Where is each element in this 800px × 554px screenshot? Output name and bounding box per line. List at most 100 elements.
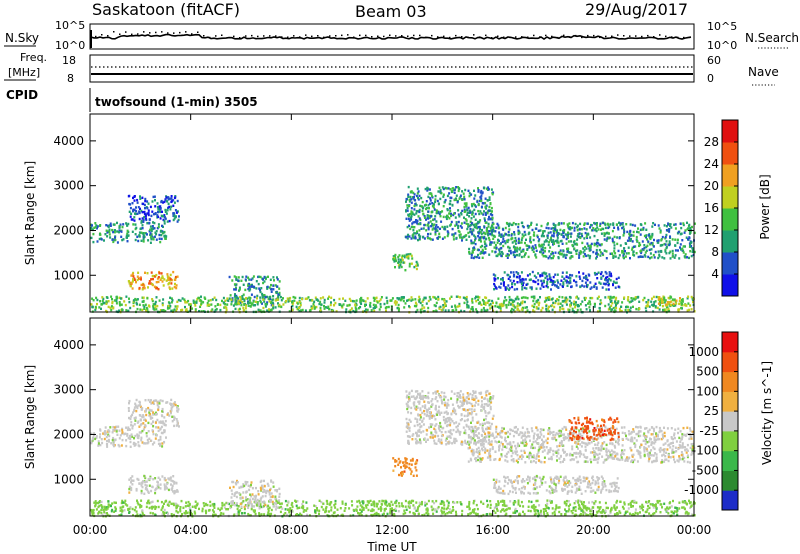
- heatmap-cell: [119, 509, 122, 512]
- heatmap-cell: [141, 407, 144, 410]
- heatmap-cell: [258, 287, 261, 290]
- heatmap-cell: [601, 286, 604, 289]
- heatmap-cell: [247, 304, 250, 307]
- heatmap-cell: [551, 283, 554, 286]
- heatmap-cell: [516, 296, 519, 299]
- heatmap-cell: [180, 309, 183, 312]
- heatmap-cell: [604, 232, 607, 236]
- heatmap-cell: [513, 247, 516, 250]
- heatmap-cell: [414, 298, 417, 301]
- heatmap-cell: [625, 242, 628, 245]
- heatmap-cell: [470, 203, 473, 206]
- heatmap-cell: [614, 286, 617, 289]
- heatmap-cell: [152, 425, 155, 428]
- heatmap-cell: [154, 300, 157, 304]
- heatmap-cell: [128, 300, 131, 304]
- heatmap-cell: [676, 241, 679, 245]
- heatmap-cell: [169, 305, 172, 308]
- search-noise-point: [137, 33, 139, 35]
- heatmap-cell: [360, 296, 363, 300]
- heatmap-cell: [461, 513, 463, 516]
- heatmap-cell: [532, 247, 535, 250]
- heatmap-cell: [687, 512, 690, 515]
- heatmap-cell: [578, 275, 581, 278]
- heatmap-cell: [387, 305, 390, 309]
- heatmap-cell: [500, 246, 503, 250]
- heatmap-cell: [596, 222, 598, 225]
- heatmap-cell: [610, 296, 613, 299]
- heatmap-cell: [656, 241, 659, 244]
- heatmap-cell: [614, 301, 617, 305]
- heatmap-cell: [444, 512, 447, 516]
- heatmap-cell: [578, 254, 581, 257]
- heatmap-cell: [546, 286, 549, 289]
- heatmap-cell: [540, 513, 543, 516]
- heatmap-cell: [440, 308, 443, 312]
- heatmap-cell: [146, 233, 148, 236]
- heatmap-cell: [233, 513, 236, 516]
- heatmap-cell: [645, 249, 648, 252]
- heatmap-cell: [159, 420, 162, 423]
- heatmap-cell: [622, 225, 625, 228]
- heatmap-cell: [235, 278, 238, 281]
- heatmap-cell: [605, 282, 608, 285]
- heatmap-cell: [627, 252, 630, 255]
- heatmap-cell: [443, 305, 446, 309]
- heatmap-cell: [454, 232, 457, 235]
- heatmap-cell: [449, 199, 452, 203]
- heatmap-cell: [524, 252, 527, 255]
- heatmap-cell: [148, 437, 151, 440]
- heatmap-cell: [609, 511, 612, 515]
- heatmap-cell: [169, 287, 171, 291]
- heatmap-cell: [612, 256, 615, 259]
- search-noise-point: [539, 36, 541, 38]
- heatmap-cell: [417, 222, 420, 226]
- heatmap-cell: [90, 303, 93, 306]
- heatmap-cell: [356, 505, 359, 508]
- heatmap-cell: [322, 502, 325, 505]
- heatmap-cell: [665, 229, 668, 232]
- heatmap-cell: [435, 309, 438, 312]
- heatmap-cell: [155, 238, 158, 241]
- heatmap-cell: [606, 280, 609, 284]
- heatmap-cell: [623, 230, 626, 233]
- heatmap-cell: [101, 513, 104, 516]
- heatmap-cell: [558, 250, 561, 254]
- heatmap-cell: [422, 310, 425, 313]
- heatmap-cell: [161, 513, 164, 516]
- heatmap-cell: [664, 243, 667, 246]
- heatmap-cell: [378, 300, 381, 303]
- heatmap-cell: [99, 443, 102, 447]
- heatmap-cell: [669, 301, 672, 304]
- noise-left-label: N.Sky: [5, 31, 39, 45]
- heatmap-cell: [414, 220, 416, 224]
- heatmap-cell: [629, 233, 632, 236]
- heatmap-cell: [122, 223, 125, 226]
- search-noise-point: [683, 36, 685, 39]
- heatmap-cell: [423, 513, 426, 516]
- heatmap-cell: [280, 505, 283, 509]
- heatmap-cell: [443, 507, 446, 510]
- heatmap-cell: [132, 275, 135, 278]
- heatmap-cell: [444, 309, 447, 312]
- heatmap-cell: [115, 501, 117, 504]
- heatmap-cell: [428, 202, 431, 205]
- heatmap-cell: [610, 508, 613, 511]
- heatmap-cell: [498, 305, 501, 308]
- heatmap-cell: [442, 193, 445, 196]
- heatmap-cell: [442, 501, 445, 504]
- heatmap-cell: [519, 246, 522, 250]
- heatmap-cell: [167, 488, 170, 492]
- heatmap-cell: [452, 506, 454, 509]
- heatmap-cell: [152, 411, 155, 414]
- heatmap-cell: [194, 304, 197, 307]
- heatmap-cell: [517, 229, 520, 232]
- heatmap-cell: [492, 226, 495, 230]
- heatmap-cell: [127, 407, 130, 410]
- heatmap-cell: [477, 189, 480, 192]
- heatmap-cell: [310, 305, 313, 308]
- heatmap-cell: [457, 224, 460, 228]
- heatmap-cell: [434, 194, 437, 198]
- heatmap-cell: [527, 226, 530, 229]
- heatmap-cell: [126, 224, 129, 227]
